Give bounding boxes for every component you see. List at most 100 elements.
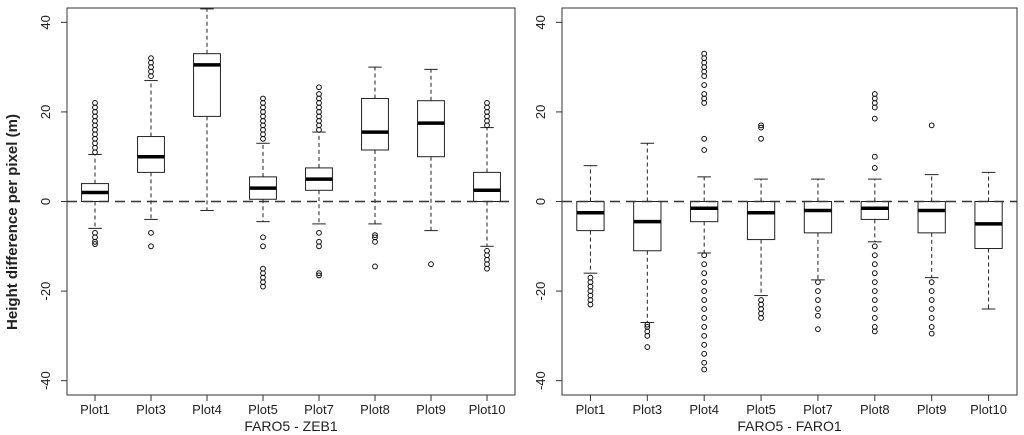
outlier-point	[871, 252, 878, 259]
outlier-point	[701, 315, 708, 321]
x-tick-label: Plot5	[248, 402, 278, 417]
x-tick-label: Plot1	[576, 402, 606, 417]
y-tick-label: -20	[38, 282, 53, 301]
outlier-point	[316, 229, 322, 236]
outlier-point	[928, 279, 935, 286]
outlier-point	[644, 344, 651, 350]
y-tick-label: -20	[533, 282, 548, 301]
outlier-point	[260, 234, 266, 241]
outlier-point	[871, 270, 878, 277]
outlier-point	[871, 279, 878, 286]
outlier-point	[871, 315, 878, 321]
outlier-point	[701, 50, 708, 57]
x-tick-label: Plot3	[632, 402, 662, 417]
y-tick-label: 20	[38, 105, 53, 119]
outlier-point	[701, 261, 708, 268]
outlier-point	[928, 306, 935, 312]
x-tick-label: Plot10	[970, 402, 1007, 417]
outlier-point	[815, 306, 821, 312]
y-tick-label: 20	[533, 105, 548, 119]
outlier-point	[701, 332, 708, 339]
x-tick-label: Plot8	[360, 402, 390, 417]
outlier-point	[260, 283, 266, 290]
x-tick-label: Plot3	[136, 402, 166, 417]
box	[417, 100, 445, 158]
outlier-point	[815, 288, 821, 294]
outlier-point	[758, 122, 764, 129]
x-axis-title: FARO5 - ZEB1	[244, 418, 338, 434]
outlier-point	[701, 359, 708, 366]
box	[860, 201, 889, 220]
outlier-point	[260, 95, 266, 102]
outlier-point	[928, 324, 935, 330]
box	[917, 201, 946, 234]
outlier-point	[316, 84, 322, 91]
outlier-point	[644, 321, 651, 328]
x-tick-label: Plot9	[416, 402, 446, 417]
outlier-point	[316, 270, 322, 277]
outlier-point	[871, 165, 878, 171]
y-tick-label: 40	[533, 15, 548, 29]
outlier-point	[148, 229, 154, 236]
outlier-point	[701, 135, 708, 142]
box	[473, 171, 501, 203]
outlier-point	[701, 279, 708, 286]
outlier-point	[871, 115, 878, 122]
outlier-point	[701, 270, 708, 277]
outlier-point	[758, 135, 764, 142]
outlier-point	[316, 272, 322, 279]
outlier-point	[701, 91, 708, 97]
y-tick-label: -40	[533, 371, 548, 390]
left-panel: -40 -20 0 20 40 Plot1 Plot3 Plot4 Plot5 Plot7 Plot…	[38, 7, 516, 434]
outlier-point	[428, 261, 434, 268]
x-tick-label: Plot7	[803, 402, 833, 417]
x-tick-label: Plot5	[746, 402, 776, 417]
outlier-point	[148, 243, 154, 250]
outlier-point	[701, 341, 708, 348]
outlier-point	[871, 153, 878, 160]
outlier-point	[701, 297, 708, 303]
outlier-point	[815, 297, 821, 303]
outlier-point	[928, 122, 935, 129]
x-tick-label: Plot10	[469, 402, 506, 417]
outlier-point	[701, 288, 708, 294]
outlier-point	[871, 288, 878, 294]
outlier-point	[372, 263, 378, 270]
box	[361, 97, 389, 151]
x-tick-label: Plot4	[689, 402, 719, 417]
box	[690, 201, 719, 223]
y-tick-label: 40	[38, 15, 53, 29]
box	[137, 136, 165, 173]
outlier-point	[701, 82, 708, 88]
y-tick-label: 0	[533, 198, 548, 205]
outlier-point	[871, 261, 878, 268]
outlier-point	[148, 55, 154, 62]
box	[633, 201, 662, 252]
outlier-point	[871, 243, 878, 250]
outlier-point	[484, 265, 490, 272]
outlier-point	[92, 100, 98, 106]
x-tick-label: Plot9	[917, 402, 947, 417]
x-axis-title: FARO5 - FARO1	[737, 418, 841, 434]
outlier-point	[92, 238, 98, 245]
x-tick-label: Plot4	[192, 402, 222, 417]
outlier-point	[701, 306, 708, 312]
x-tick-label: Plot1	[80, 402, 110, 417]
outlier-point	[316, 91, 322, 97]
box	[576, 201, 605, 232]
outlier-point	[871, 328, 878, 335]
outlier-point	[928, 297, 935, 303]
outlier-point	[815, 312, 821, 319]
outlier-point	[316, 243, 322, 250]
outlier-point	[92, 241, 98, 247]
outlier-point	[815, 326, 821, 333]
box	[803, 201, 833, 234]
x-tick-label: Plot7	[304, 402, 334, 417]
outlier-point	[372, 238, 378, 245]
x-tick-label: Plot8	[860, 402, 890, 417]
outlier-point	[701, 350, 708, 357]
outlier-point	[701, 252, 708, 259]
outlier-point	[701, 147, 708, 153]
outlier-point	[587, 301, 594, 308]
box	[193, 53, 221, 117]
